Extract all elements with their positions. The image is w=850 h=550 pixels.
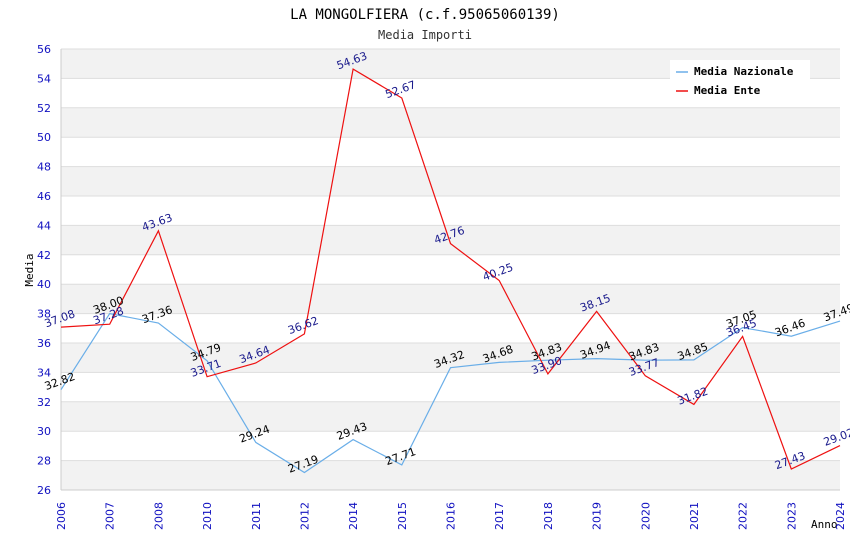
y-tick-label: 36 — [37, 337, 51, 350]
legend-label-media-ente: Media Ente — [694, 84, 761, 97]
background-bands — [61, 49, 840, 490]
background-band — [61, 431, 840, 461]
y-tick-label: 32 — [37, 396, 51, 409]
x-axis-label: Anno — [811, 518, 838, 531]
x-tick-label: 2011 — [250, 502, 263, 530]
y-tick-label: 34 — [37, 366, 51, 379]
x-tick-label: 2012 — [298, 502, 311, 530]
background-band — [61, 196, 840, 226]
legend-box — [670, 60, 810, 100]
y-tick-label: 28 — [37, 455, 51, 468]
series-lines — [60, 68, 841, 474]
background-band — [61, 137, 840, 167]
y-tick-label: 48 — [37, 161, 51, 174]
x-tick-label: 2018 — [542, 502, 555, 530]
x-tick-label: 2010 — [201, 502, 214, 530]
x-tick-label: 2019 — [591, 502, 604, 530]
y-tick-label: 54 — [37, 72, 51, 85]
legend-label-media-nazionale: Media Nazionale — [694, 65, 794, 78]
x-tick-label: 2006 — [55, 502, 68, 530]
x-tick-label: 2007 — [104, 502, 117, 530]
y-axis-label: Media — [23, 253, 36, 286]
y-tick-label: 30 — [37, 425, 51, 438]
x-tick-label: 2016 — [445, 502, 458, 530]
x-tick-label: 2024 — [834, 502, 847, 530]
background-band — [61, 107, 840, 138]
x-tick-label: 2015 — [396, 502, 409, 530]
background-band — [61, 284, 840, 314]
background-band — [61, 372, 840, 402]
x-tick-label: 2020 — [639, 502, 652, 530]
series-line-media-nazionale — [60, 312, 841, 474]
y-tick-label: 50 — [37, 131, 51, 144]
chart-subtitle: Media Importi — [378, 28, 472, 42]
y-tick-label: 44 — [37, 219, 51, 232]
background-band — [61, 166, 840, 196]
background-band — [61, 401, 840, 432]
gridlines — [60, 48, 840, 491]
x-tick-label: 2014 — [347, 502, 360, 530]
series-line-media-ente — [60, 68, 841, 470]
y-tick-label: 52 — [37, 102, 51, 115]
background-band — [61, 225, 840, 255]
y-tick-labels: 26 28 30 32 34 36 38 40 42 44 46 48 50 52 54 56 — [37, 43, 51, 497]
x-tick-label: 2022 — [737, 502, 750, 530]
x-tick-labels: 2006 2007 2008 2010 2011 2012 2014 2015 2016 2017… — [55, 502, 847, 530]
x-tick-label: 2017 — [493, 502, 506, 530]
y-tick-label: 26 — [37, 484, 51, 497]
y-tick-label: 42 — [37, 249, 51, 262]
x-tick-label: 2023 — [785, 502, 798, 530]
chart-title: LA MONGOLFIERA (c.f.95065060139) — [290, 7, 560, 23]
y-tick-label: 56 — [37, 43, 51, 56]
background-band — [61, 460, 840, 490]
x-tick-label: 2008 — [152, 502, 165, 530]
x-tick-label: 2021 — [688, 502, 701, 530]
y-tick-label: 46 — [37, 190, 51, 203]
background-band — [61, 254, 840, 285]
y-tick-label: 38 — [37, 308, 51, 321]
y-tick-label: 40 — [37, 278, 51, 291]
legend: Media Nazionale Media Ente — [670, 60, 810, 100]
